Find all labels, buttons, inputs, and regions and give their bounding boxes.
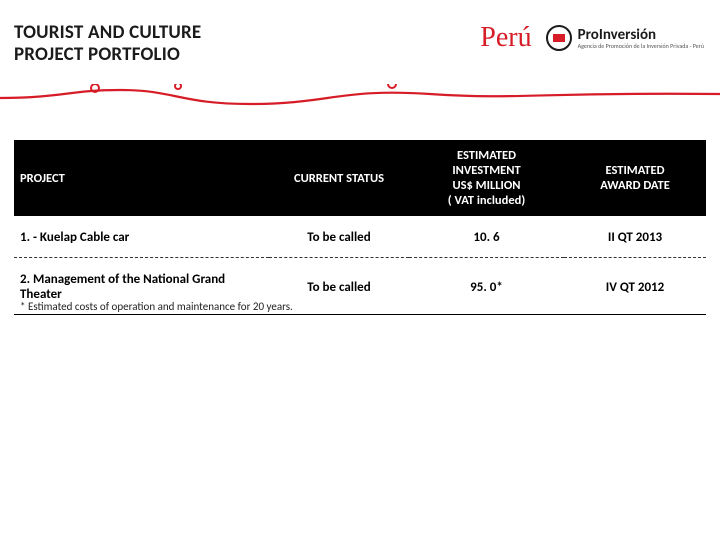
proinversion-logo: ProInversión Agencia de Promoción de la … xyxy=(546,25,704,51)
title-line-2: PROJECT PORTFOLIO xyxy=(14,44,201,66)
proinversion-mark-icon xyxy=(546,25,572,51)
page-title: TOURIST AND CULTURE PROJECT PORTFOLIO xyxy=(14,22,201,66)
col-award: ESTIMATED AWARD DATE xyxy=(564,140,706,216)
col-status: CURRENT STATUS xyxy=(269,140,409,216)
cell-investment: 95. 0* xyxy=(409,258,564,315)
proinversion-sub: Agencia de Promoción de la Inversión Pri… xyxy=(578,43,704,49)
proinversion-text: ProInversión Agencia de Promoción de la … xyxy=(578,28,704,49)
peru-logo-text: Perú xyxy=(480,22,531,53)
cell-award: II QT 2013 xyxy=(564,216,706,257)
cell-award: IV QT 2012 xyxy=(564,258,706,315)
cell-status: To be called xyxy=(269,216,409,257)
table-header-row: PROJECT CURRENT STATUS ESTIMATED INVESTM… xyxy=(14,140,706,216)
decorative-wave-icon xyxy=(0,84,720,108)
peru-logo: Perú xyxy=(480,24,531,52)
logo-group: Perú ProInversión Agencia de Promoción d… xyxy=(480,24,704,52)
col-project: PROJECT xyxy=(14,140,269,216)
col-investment: ESTIMATED INVESTMENT US$ MILLION ( VAT i… xyxy=(409,140,564,216)
title-line-1: TOURIST AND CULTURE xyxy=(14,22,201,44)
projects-table: PROJECT CURRENT STATUS ESTIMATED INVESTM… xyxy=(14,140,706,315)
footnote: * Estimated costs of operation and maint… xyxy=(20,300,293,313)
row-divider-solid xyxy=(14,314,706,315)
table-row: 1. - Kuelap Cable car To be called 10. 6… xyxy=(14,216,706,257)
cell-project: 1. - Kuelap Cable car xyxy=(14,216,269,257)
proinversion-name: ProInversión xyxy=(578,28,704,43)
slide: { "header": { "title_line1": "TOURIST AN… xyxy=(0,0,720,540)
cell-investment: 10. 6 xyxy=(409,216,564,257)
